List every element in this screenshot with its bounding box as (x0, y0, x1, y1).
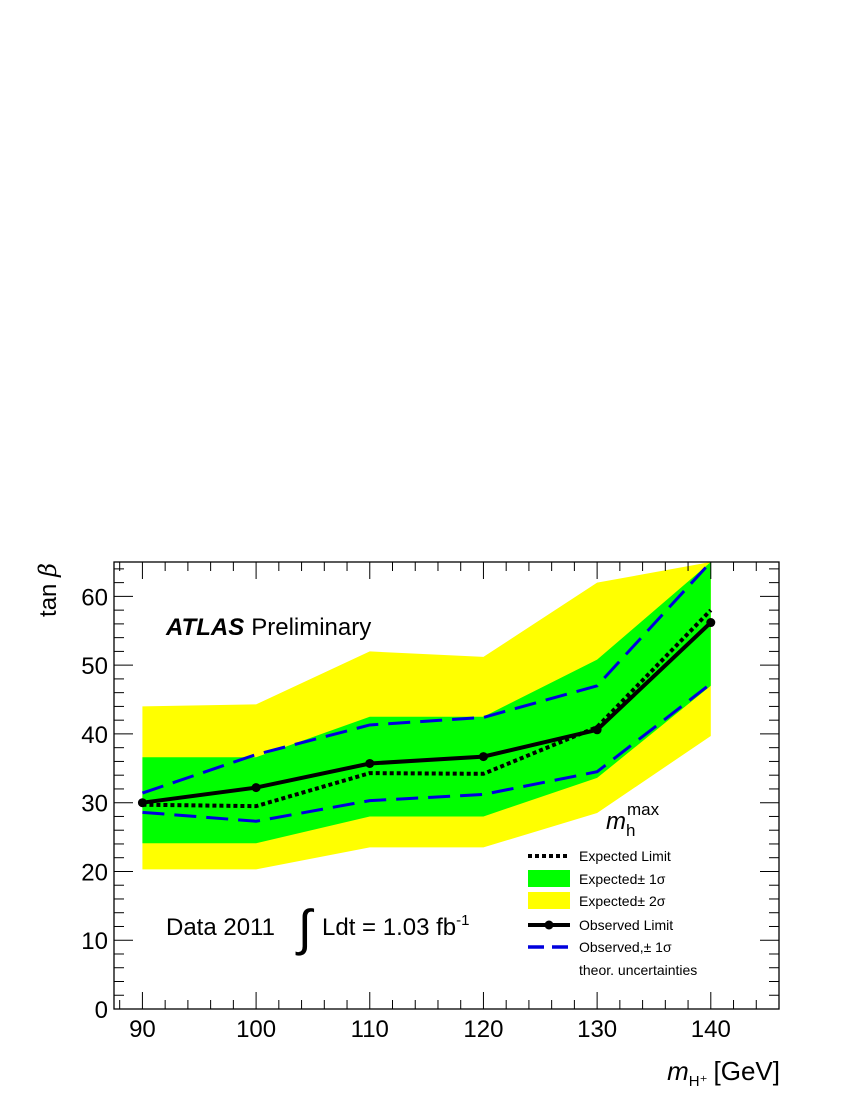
x-tick-label: 90 (129, 1016, 156, 1043)
legend-swatch-expected-1sigma (528, 870, 570, 887)
y-tick-label: 30 (81, 791, 108, 818)
legend-label-observed-theor: Observed,± 1σ (579, 939, 672, 955)
line-observed-theor-upper (141, 560, 712, 795)
plot-frame (113, 561, 780, 1010)
y-tick-label: 20 (81, 859, 108, 886)
legend: Expected Limit Expected± 1σ Expected± 2σ… (528, 848, 697, 978)
line-observed-limit (142, 621, 713, 805)
legend-label-observed-limit: Observed Limit (579, 917, 673, 933)
observed-point (251, 783, 261, 793)
x-tick-label: 110 (351, 1016, 389, 1043)
x-tick-label: 130 (577, 1016, 617, 1043)
luminosity-label: Ldt = 1.03 fb-1 (322, 912, 469, 941)
observed-point (706, 618, 716, 628)
x-tick-label: 120 (463, 1016, 503, 1043)
legend-label-expected-1sigma: Expected± 1σ (579, 871, 666, 887)
legend-label-expected-2sigma: Expected± 2σ (579, 893, 666, 909)
legend-label-observed-theor-line2: theor. uncertainties (579, 962, 697, 978)
observed-point (478, 752, 488, 762)
legend-swatch-expected-2sigma (528, 892, 570, 909)
x-axis-label: mH⁺ [GeV] (667, 1056, 780, 1090)
ticks-layer (114, 562, 780, 1010)
x-tick-label: 100 (236, 1016, 276, 1043)
y-tick-label: 60 (81, 584, 108, 611)
integral-sign: ∫ (295, 900, 315, 956)
scenario-label-sup: max (627, 800, 660, 819)
scenario-label: mh (606, 808, 635, 840)
y-tick-label: 10 (81, 928, 108, 955)
y-tick-label: 50 (81, 653, 108, 680)
y-tick-label: 0 (95, 997, 108, 1024)
observed-point (137, 798, 147, 808)
x-tick-label: 140 (691, 1016, 731, 1043)
observed-point (365, 758, 375, 768)
line-observed-theor-lower (142, 682, 712, 823)
dataset-label: Data 2011 (166, 914, 275, 941)
y-tick-label: 40 (81, 722, 108, 749)
band-expected-1sigma (142, 562, 711, 844)
atlas-label: ATLAS Preliminary (165, 614, 371, 641)
bands-layer (142, 562, 711, 870)
legend-label-expected-limit: Expected Limit (579, 848, 671, 864)
observed-point (592, 725, 602, 735)
line-expected-limit (142, 608, 713, 809)
lines-layer (141, 560, 713, 823)
markers-layer (137, 618, 716, 808)
legend-swatch-observed-marker (544, 920, 554, 930)
y-axis-label: tan β (34, 563, 62, 617)
tick-labels-layer: 90 100 110 120 130 140 0 10 20 30 40 50 60 (81, 584, 731, 1043)
